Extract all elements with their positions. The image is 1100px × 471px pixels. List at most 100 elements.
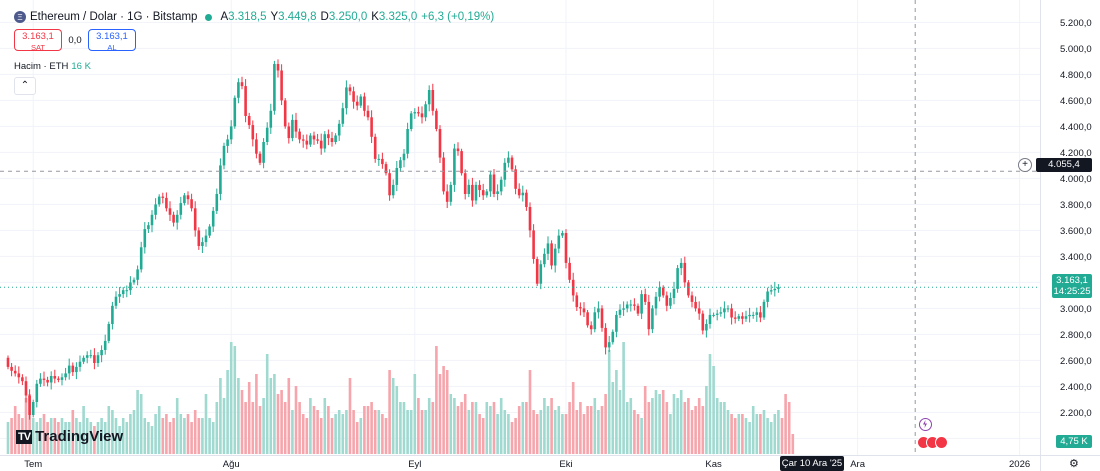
candle-body [157, 196, 161, 205]
candle-body [431, 90, 435, 111]
volume-bar [784, 394, 787, 454]
volume-bar [60, 418, 64, 454]
candle-body [420, 113, 424, 118]
y-tick-label: 4.400,0 [1060, 122, 1092, 133]
price-lines [0, 0, 1040, 455]
buy-button[interactable]: 3.163,1 AL [88, 29, 136, 52]
volume-legend-value: 16 K [71, 61, 91, 72]
candle-body [568, 262, 571, 280]
volume-bar [75, 418, 78, 454]
candle-body [744, 316, 748, 319]
volume-bar [10, 418, 13, 454]
buy-label: AL [107, 43, 117, 52]
volume-bar [355, 422, 359, 454]
candle-body [611, 331, 615, 343]
y-tick-label: 5.000,0 [1060, 44, 1092, 55]
volume-bar [690, 410, 694, 454]
candle-body [456, 148, 460, 152]
add-alert-icon[interactable]: + [1018, 158, 1032, 172]
volume-bar [309, 398, 312, 454]
candle-body [190, 199, 193, 209]
candle-body [129, 282, 132, 291]
tradingview-logo[interactable]: TV TradingView [16, 428, 123, 445]
volume-bar [370, 402, 373, 454]
candle-body [618, 309, 622, 315]
candle-body [658, 287, 661, 297]
candle-body [460, 151, 463, 174]
candle-body [557, 235, 561, 249]
volume-bar [474, 402, 478, 454]
volume-bar [255, 374, 258, 454]
collapse-legend-button[interactable]: ⌃ [14, 77, 36, 95]
buy-price: 3.163,1 [96, 31, 128, 42]
candle-body [6, 357, 10, 367]
volume-bar [305, 418, 309, 454]
volume-bar [449, 394, 453, 454]
volume-bar [345, 410, 348, 454]
candle-body [294, 119, 298, 132]
volume-bar [179, 414, 183, 454]
sell-button[interactable]: 3.163,1 SAT [14, 29, 62, 52]
candle-body [417, 112, 420, 114]
candle-body [773, 288, 777, 291]
settings-gear-icon[interactable]: ⚙ [1069, 458, 1079, 470]
candle-body [449, 184, 453, 202]
volume-bar [341, 414, 345, 454]
volume-bar [294, 386, 298, 454]
candle-body [723, 308, 726, 313]
candle-body [730, 308, 733, 318]
volume-bar [229, 342, 233, 454]
volume-bar [759, 414, 762, 454]
candle-body [535, 259, 539, 284]
volume-bar [676, 398, 679, 454]
candle-body [244, 86, 247, 116]
volume-bar [679, 390, 683, 454]
candle-body [150, 214, 154, 226]
price-axis[interactable]: 5.200,0 5.000,0 4.800,0 4.600,0 4.400,0 4.200… [1040, 0, 1092, 471]
candle-body [453, 148, 456, 185]
candle-body [204, 235, 208, 243]
volume-bar [287, 378, 291, 454]
candle-body [402, 153, 406, 161]
volume-bar [219, 378, 222, 454]
candle-body [694, 301, 697, 309]
candle-body [629, 304, 633, 306]
volume-bar [420, 410, 424, 454]
volume-bar [399, 402, 402, 454]
candle-body [31, 402, 35, 415]
candle-body [546, 243, 550, 254]
volume-bar [687, 398, 690, 454]
volume-bar [589, 406, 593, 454]
x-tick-label: Eyl [408, 459, 421, 470]
volume-bar [157, 406, 161, 454]
symbol-title[interactable]: Ethereum / Dolar · 1G · Bitstamp [30, 11, 198, 23]
volume-bar [381, 414, 384, 454]
spread-value: 0,0 [68, 34, 82, 46]
volume-bar [262, 398, 265, 454]
candle-body [748, 314, 751, 317]
lightning-event-icon[interactable] [919, 418, 932, 431]
y-tick-label: 2.800,0 [1060, 330, 1092, 341]
candle-body [579, 307, 582, 309]
volume-bar [672, 394, 676, 454]
volume-bar [773, 414, 777, 454]
volume-bar [658, 394, 661, 454]
volume-legend[interactable]: Hacim · ETH 16 K [14, 61, 91, 72]
high-key: Y [270, 11, 279, 23]
volume-bar [618, 390, 622, 454]
volume-bar [265, 354, 269, 454]
volume-bar [438, 374, 442, 454]
volume-bar [431, 402, 435, 454]
candle-body [701, 313, 705, 331]
volume-bar [190, 422, 193, 454]
volume-bar [118, 426, 121, 454]
candle-body [139, 247, 143, 270]
volume-bar [258, 406, 262, 454]
volume-bar [204, 394, 208, 454]
volume-bar [251, 402, 255, 454]
high-value: 3.449,8 [278, 11, 317, 23]
candle-body [528, 207, 532, 231]
economic-event-icon[interactable] [935, 436, 948, 449]
time-axis[interactable]: TemAğuEylEkiKasAra2026Şut [0, 455, 1100, 471]
